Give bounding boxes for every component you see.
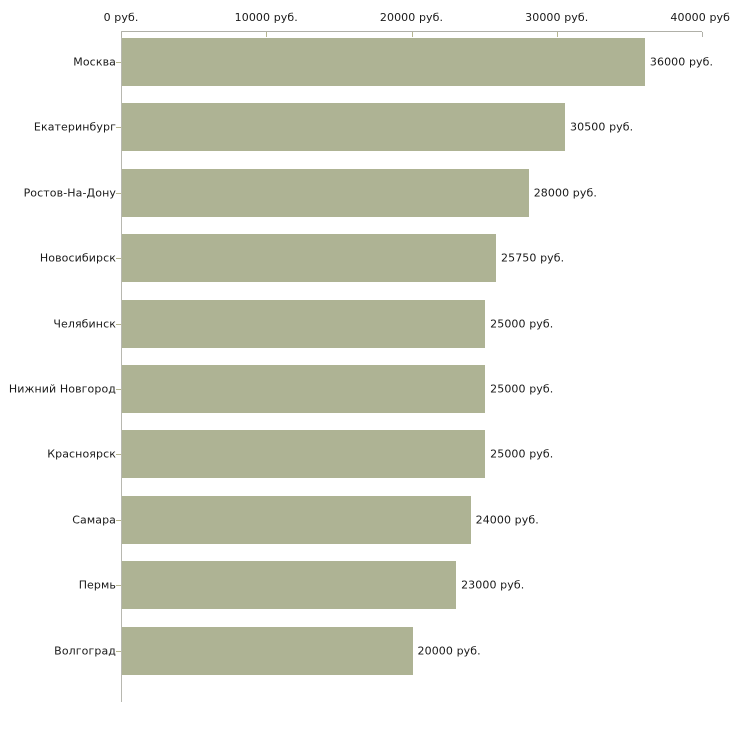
y-axis-category-label: Новосибирск — [39, 251, 116, 265]
bar-value-label: 28000 руб. — [533, 186, 597, 200]
bar[interactable] — [122, 365, 486, 413]
y-axis-category-label: Нижний Новгород — [8, 382, 116, 396]
y-axis-tick — [116, 193, 121, 194]
x-axis-tick-label: 30000 руб. — [525, 11, 589, 24]
x-axis-tick-label: 10000 руб. — [234, 11, 298, 24]
y-axis-tick — [116, 389, 121, 390]
y-axis-category-label: Волгоград — [54, 644, 116, 658]
x-axis-tick — [702, 32, 703, 37]
y-axis-category-label: Пермь — [78, 578, 116, 592]
y-axis-tick — [116, 62, 121, 63]
x-axis-tick — [411, 32, 413, 37]
bar-value-label: 24000 руб. — [475, 513, 539, 527]
bar[interactable] — [122, 168, 529, 217]
y-axis-tick — [116, 127, 121, 128]
y-axis-category-label: Ростов-На-Дону — [23, 186, 116, 200]
y-axis-tick — [116, 324, 121, 325]
bar-value-label: 25000 руб. — [490, 447, 554, 461]
bar[interactable] — [122, 234, 497, 283]
y-axis-category-label: Красноярск — [47, 447, 116, 461]
x-axis-tick — [266, 32, 268, 37]
y-axis-tick — [116, 258, 121, 259]
y-axis-category-label: Москва — [73, 55, 116, 69]
x-axis-tick — [121, 32, 122, 37]
y-axis-category-label: Екатеринбург — [33, 120, 116, 134]
bar-value-label: 36000 руб. — [649, 55, 714, 69]
x-axis-tick-label: 20000 руб. — [379, 11, 444, 24]
bar[interactable] — [122, 495, 471, 544]
y-axis-tick — [116, 651, 121, 652]
bar[interactable] — [122, 430, 486, 479]
bar-value-label: 25000 руб. — [490, 382, 554, 396]
bar-value-label: 30500 руб. — [570, 120, 634, 134]
y-axis-tick — [116, 585, 121, 586]
bar-value-label: 25750 руб. — [501, 251, 565, 265]
x-axis-line — [121, 31, 702, 32]
bar[interactable] — [122, 38, 645, 86]
bar-value-label: 20000 руб. — [417, 644, 481, 658]
y-axis-tick — [116, 520, 121, 521]
y-axis-tick — [116, 454, 121, 455]
y-axis-line — [121, 31, 122, 702]
x-axis-tick-label: 40000 руб. — [670, 11, 730, 24]
bar[interactable] — [122, 626, 413, 675]
bar-value-label: 25000 руб. — [490, 317, 554, 331]
y-axis-category-label: Челябинск — [53, 317, 116, 331]
bar[interactable] — [122, 103, 565, 152]
bar[interactable] — [122, 299, 486, 348]
x-axis-tick — [556, 32, 558, 37]
y-axis-category-label: Самара — [72, 513, 116, 527]
bar[interactable] — [122, 561, 457, 610]
bar-value-label: 23000 руб. — [461, 578, 525, 592]
x-axis-tick-label: 0 руб. — [103, 11, 139, 24]
